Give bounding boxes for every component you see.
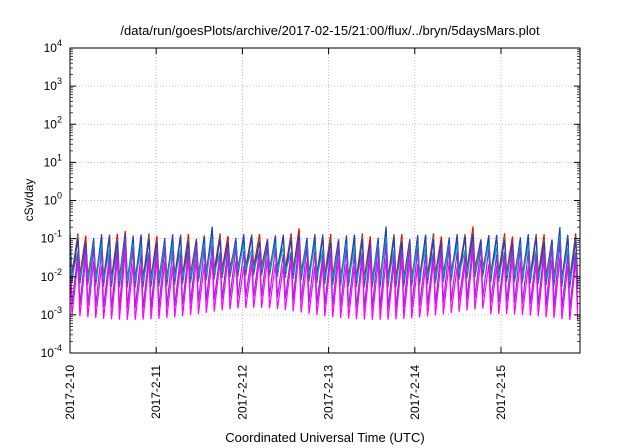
y-tick-label: 103 xyxy=(44,76,62,93)
x-tick-label: 2017-2-11 xyxy=(149,365,163,419)
x-tick-label: 2017-2-14 xyxy=(408,365,422,420)
y-tick-label: 100 xyxy=(44,191,62,208)
y-tick-label: 104 xyxy=(44,38,62,55)
y-tick-label: 10-1 xyxy=(41,229,62,246)
x-tick-label: 2017-2-15 xyxy=(494,365,508,420)
x-tick-label: 2017-2-12 xyxy=(235,365,249,420)
y-tick-label: 10-2 xyxy=(41,267,62,284)
x-axis: 2017-2-10 2017-2-11 2017-2-12 2017-2-13 2017… xyxy=(63,48,508,420)
x-tick-label: 2017-2-10 xyxy=(63,365,77,420)
y-tick-label: 10-3 xyxy=(41,305,62,322)
series-line xyxy=(69,235,579,283)
y-tick-label: 101 xyxy=(44,152,62,169)
y-axis: 10-4 10-3 10-2 10-1 100 101 102 103 104 xyxy=(41,38,580,360)
chart-title: /data/run/goesPlots/archive/2017-02-15/2… xyxy=(120,23,540,38)
series-layer xyxy=(69,226,579,321)
y-tick-label: 102 xyxy=(44,114,62,131)
y-tick-label: 10-4 xyxy=(41,343,62,360)
series-line xyxy=(69,250,579,321)
x-axis-label: Coordinated Universal Time (UTC) xyxy=(225,430,424,445)
y-axis-label: cSv/day xyxy=(22,179,36,222)
x-tick-label: 2017-2-13 xyxy=(322,365,336,420)
